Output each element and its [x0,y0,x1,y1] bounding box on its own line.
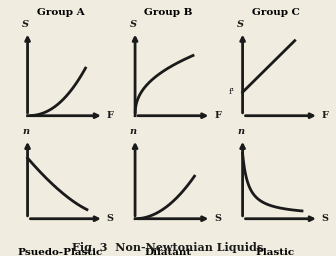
Text: f¹: f¹ [229,88,235,96]
Text: Dilatant: Dilatant [144,248,192,256]
Text: n: n [130,127,137,136]
Text: n: n [22,127,29,136]
Text: Group A: Group A [37,8,84,17]
Text: S: S [322,214,329,223]
Text: n: n [237,127,244,136]
Text: S: S [107,214,114,223]
Text: Group B: Group B [144,8,192,17]
Text: F: F [107,111,114,120]
Text: Fig. 3  Non-Newtonian Liquids: Fig. 3 Non-Newtonian Liquids [72,242,264,253]
Text: Group C: Group C [252,8,299,17]
Text: Psuedo-Plastic: Psuedo-Plastic [18,248,103,256]
Text: F: F [214,111,221,120]
Text: Plastic: Plastic [256,248,295,256]
Text: S: S [214,214,221,223]
Text: S: S [22,20,29,29]
Text: F: F [322,111,329,120]
Text: S: S [237,20,244,29]
Text: S: S [130,20,137,29]
